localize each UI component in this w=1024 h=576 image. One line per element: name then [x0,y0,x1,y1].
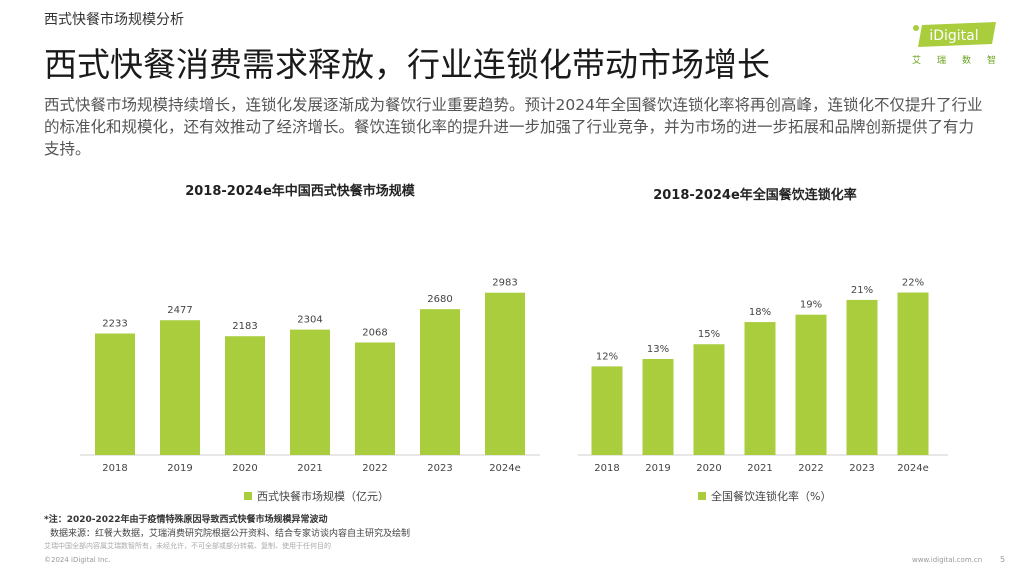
data-label: 15% [698,329,720,340]
legend-chain-rate: 全国餐饮连锁化率（%） [698,488,831,504]
legend-label: 西式快餐市场规模（亿元） [257,490,389,503]
bar [95,333,135,455]
legend-label: 全国餐饮连锁化率（%） [711,490,832,503]
x-tick-label: 2018 [594,463,619,474]
website: www.idigital.com.cn [912,556,983,564]
bar [642,359,674,455]
logo-text: iDigital [929,28,978,44]
market-size-chart: 2233 2018 2477 2019 2183 2020 2304 2021 2068 2022… [80,278,540,474]
x-tick-label: 2023 [849,463,874,474]
x-tick-label: 2019 [167,463,192,474]
data-label: 2068 [362,327,387,338]
x-tick-label: 2020 [696,463,721,474]
data-label: 22% [902,278,924,289]
bar [897,292,929,455]
data-label: 2680 [427,294,452,305]
logo-char: 瑞 [936,56,946,66]
disclaimer: 艾瑞中国全部内容属艾瑞数智所有，未经允许，不可全部或部分转载、复制、使用于任何目… [44,542,331,550]
data-label: 13% [647,344,669,355]
data-source: 数据来源：红餐大数据，艾瑞消费研究院根据公开资料、结合专家访谈内容自主研究及绘制 [50,529,411,539]
bar [846,299,878,455]
bar [355,342,395,455]
data-label: 2304 [297,315,322,326]
logo-subtitle: 艾 瑞 数 智 [912,53,996,66]
x-tick-label: 2022 [798,463,823,474]
data-label: 18% [749,307,771,318]
bar [693,344,725,455]
footnote: *注：2020-2022年由于疫情特殊原因导致西式快餐市场规模异常波动 [44,515,328,525]
bar [795,314,827,455]
intro-paragraph: 西式快餐市场规模持续增长，连锁化发展逐渐成为餐饮行业重要趋势。预计2024年全国… [44,96,983,158]
idigital-logo: iDigital 艾 瑞 数 智 [912,22,996,70]
bar [591,366,623,455]
logo-char: 智 [986,56,996,66]
x-tick-label: 2022 [362,463,387,474]
bar [290,329,330,455]
logo-char: 艾 [912,56,922,66]
x-tick-label: 2021 [747,463,772,474]
x-tick-label: 2019 [645,463,670,474]
page-number: 5 [1000,555,1006,564]
data-label: 2983 [492,278,517,289]
data-label: 2233 [102,318,127,329]
x-tick-label: 2024e [897,463,929,474]
data-label: 2477 [167,305,192,316]
bar [160,320,200,455]
idigital-logo-mark: iDigital [913,22,996,47]
legend-swatch [698,492,706,500]
bar [485,292,525,455]
x-tick-label: 2020 [232,463,257,474]
legend-swatch [244,492,252,500]
x-tick-label: 2023 [427,463,452,474]
data-label: 2183 [232,321,257,332]
page-title: 西式快餐消费需求释放，行业连锁化带动市场增长 [44,45,770,84]
data-label: 21% [851,285,873,296]
copyright: ©2024 iDigital Inc. [44,556,111,564]
bar [420,309,460,455]
data-label: 19% [800,300,822,311]
chain-rate-chart: 12% 2018 13% 2019 15% 2020 18% 2021 19% 2022 21% 20… [578,278,948,474]
x-tick-label: 2021 [297,463,322,474]
chart-title-chain-rate: 2018-2024e年全国餐饮连锁化率 [653,188,857,203]
section-label: 西式快餐市场规模分析 [44,12,184,28]
legend-market-size: 西式快餐市场规模（亿元） [244,488,389,504]
x-tick-label: 2018 [102,463,127,474]
bar [744,322,776,455]
bar [225,336,265,455]
x-tick-label: 2024e [489,463,521,474]
data-label: 12% [596,351,618,362]
chart-title-market-size: 2018-2024e年中国西式快餐市场规模 [185,184,415,199]
logo-char: 数 [961,56,971,66]
